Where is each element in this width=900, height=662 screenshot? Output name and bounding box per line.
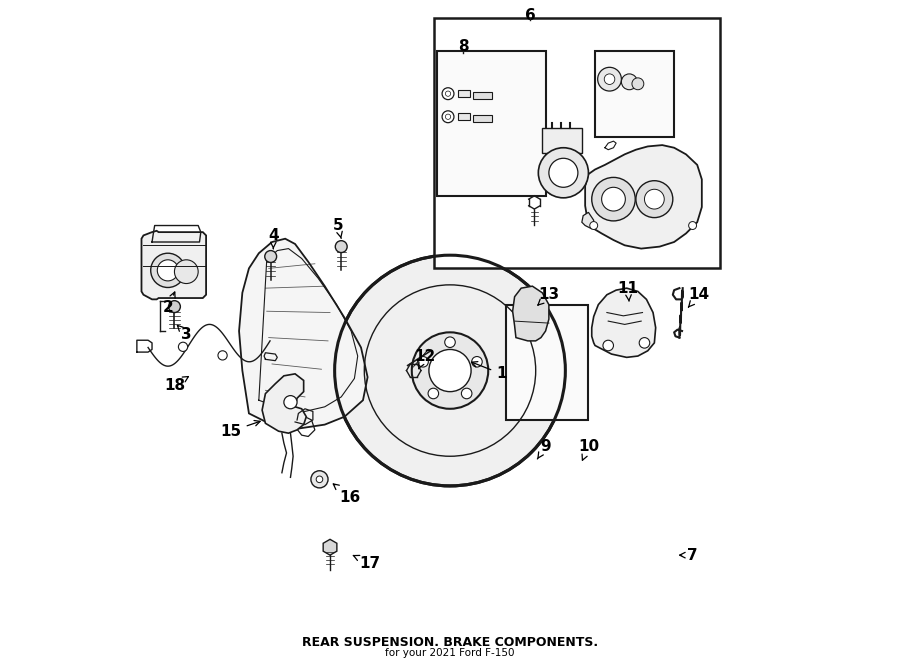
Circle shape <box>158 260 178 281</box>
Circle shape <box>428 388 438 399</box>
Text: 17: 17 <box>354 555 380 571</box>
Circle shape <box>442 111 454 122</box>
Text: 13: 13 <box>538 287 560 305</box>
Circle shape <box>601 187 626 211</box>
Text: 15: 15 <box>220 420 260 439</box>
Text: REAR SUSPENSION. BRAKE COMPONENTS.: REAR SUSPENSION. BRAKE COMPONENTS. <box>302 636 598 649</box>
Circle shape <box>446 114 451 119</box>
Circle shape <box>175 260 198 283</box>
Circle shape <box>472 357 482 367</box>
Polygon shape <box>262 374 306 433</box>
Bar <box>436 51 545 196</box>
Circle shape <box>335 255 565 486</box>
Circle shape <box>644 189 664 209</box>
Polygon shape <box>239 239 367 428</box>
Circle shape <box>418 357 428 367</box>
Polygon shape <box>585 145 702 249</box>
Circle shape <box>688 222 697 230</box>
Bar <box>458 91 470 97</box>
Text: 14: 14 <box>688 287 710 307</box>
Bar <box>473 115 491 122</box>
Circle shape <box>310 471 328 488</box>
Text: 1: 1 <box>472 361 507 381</box>
Text: 18: 18 <box>164 377 188 393</box>
Bar <box>506 305 589 420</box>
Circle shape <box>218 351 227 360</box>
Bar <box>543 128 581 153</box>
Bar <box>595 51 674 136</box>
Polygon shape <box>541 148 577 196</box>
Circle shape <box>598 68 621 91</box>
Circle shape <box>632 78 644 90</box>
Circle shape <box>446 91 451 96</box>
Circle shape <box>336 241 347 252</box>
Text: 6: 6 <box>525 9 535 23</box>
Text: 8: 8 <box>458 38 469 54</box>
Circle shape <box>621 74 637 90</box>
Circle shape <box>462 388 472 399</box>
Circle shape <box>150 253 185 287</box>
Text: 9: 9 <box>537 439 551 459</box>
Text: 11: 11 <box>617 281 638 301</box>
Circle shape <box>178 342 187 352</box>
Text: for your 2021 Ford F-150: for your 2021 Ford F-150 <box>385 647 515 658</box>
Circle shape <box>603 340 614 351</box>
Polygon shape <box>591 288 656 357</box>
Circle shape <box>549 158 578 187</box>
Circle shape <box>265 251 276 262</box>
Circle shape <box>412 332 488 409</box>
Circle shape <box>639 338 650 348</box>
Circle shape <box>284 396 297 409</box>
Circle shape <box>429 350 471 392</box>
Circle shape <box>590 222 598 230</box>
Polygon shape <box>141 231 206 299</box>
Text: 10: 10 <box>578 439 599 460</box>
Circle shape <box>316 476 323 483</box>
Text: 2: 2 <box>163 292 176 315</box>
Circle shape <box>442 88 454 99</box>
Bar <box>434 18 720 268</box>
Text: 16: 16 <box>333 484 360 504</box>
Text: 3: 3 <box>177 326 192 342</box>
Polygon shape <box>581 213 594 229</box>
Bar <box>458 113 470 120</box>
Polygon shape <box>513 286 549 341</box>
Circle shape <box>591 177 635 221</box>
Circle shape <box>604 74 615 85</box>
Polygon shape <box>323 540 337 555</box>
Text: 12: 12 <box>414 349 436 369</box>
Text: 5: 5 <box>333 218 343 238</box>
Circle shape <box>636 181 673 218</box>
Circle shape <box>445 337 455 348</box>
Circle shape <box>538 148 589 198</box>
Text: 4: 4 <box>268 228 279 248</box>
Bar <box>473 93 491 99</box>
Text: 7: 7 <box>680 547 698 563</box>
Circle shape <box>168 301 180 312</box>
